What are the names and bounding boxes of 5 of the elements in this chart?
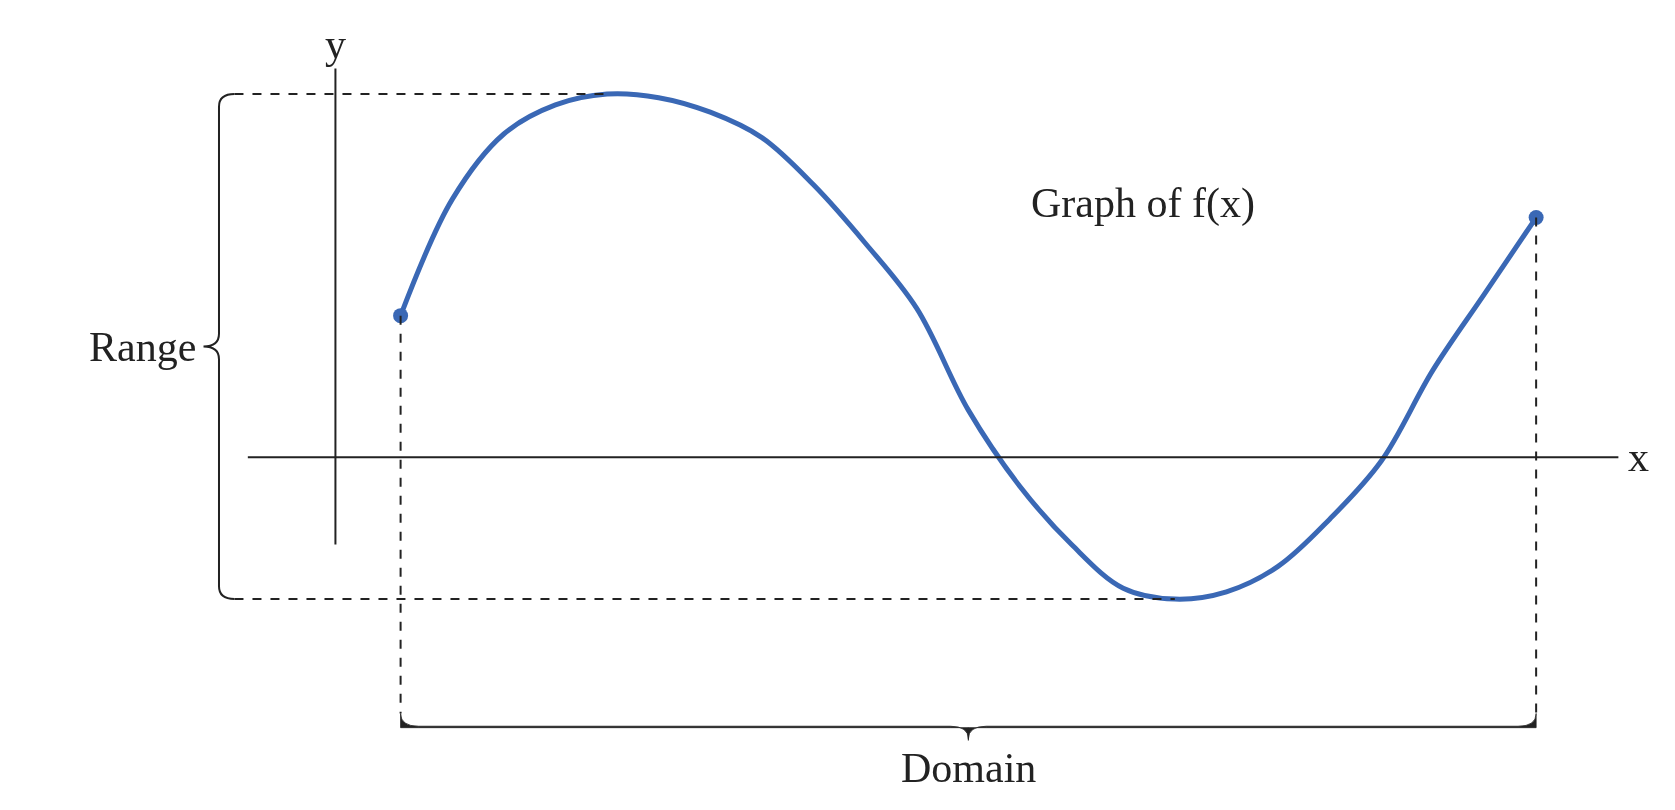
text: Domain bbox=[901, 745, 1037, 791]
y-axis-title: y bbox=[325, 21, 346, 67]
annotation: Graph of f(x) bbox=[1031, 180, 1255, 227]
band-label: Range bbox=[89, 324, 197, 370]
x-axis-title: x bbox=[1628, 434, 1649, 480]
